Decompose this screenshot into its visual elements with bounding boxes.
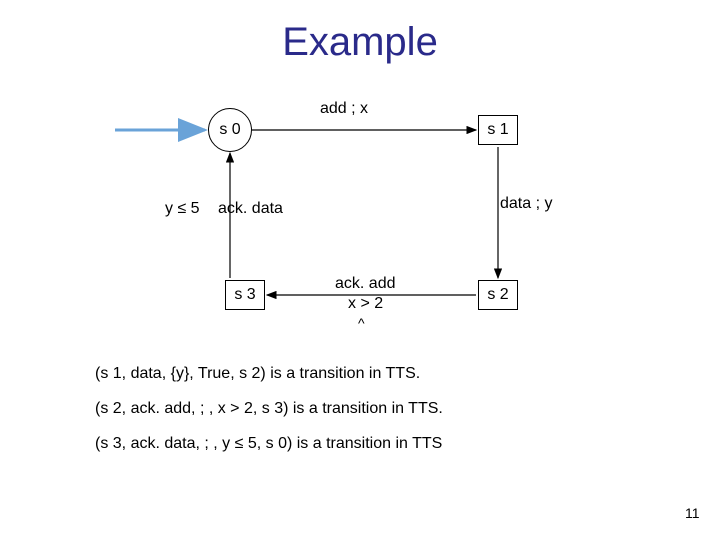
transition-text-2: (s 2, ack. add, ; , x > 2, s 3) is a tra… — [95, 400, 443, 418]
caret-mark: ^ — [358, 315, 365, 331]
transition-text-3: (s 3, ack. data, ; , y ≤ 5, s 0) is a tr… — [95, 435, 442, 453]
transition-text-1: (s 1, data, {y}, True, s 2) is a transit… — [95, 365, 420, 383]
state-diagram: s 0 s 1 s 2 s 3 add ; x data ; y ack. ad… — [0, 90, 720, 350]
page-number: 11 — [685, 505, 700, 521]
edge-label-right: data ; y — [500, 195, 552, 213]
edge-label-bottom-action: ack. add — [335, 275, 395, 293]
node-s1: s 1 — [478, 115, 518, 145]
node-s2: s 2 — [478, 280, 518, 310]
edge-label-top: add ; x — [320, 100, 368, 118]
edge-label-bottom-guard: x > 2 — [348, 295, 383, 313]
edge-label-left-guard: y ≤ 5 — [165, 200, 200, 218]
node-s3: s 3 — [225, 280, 265, 310]
edge-label-left-action: ack. data — [218, 200, 283, 218]
slide-title: Example — [0, 20, 720, 65]
node-s0: s 0 — [208, 108, 252, 152]
